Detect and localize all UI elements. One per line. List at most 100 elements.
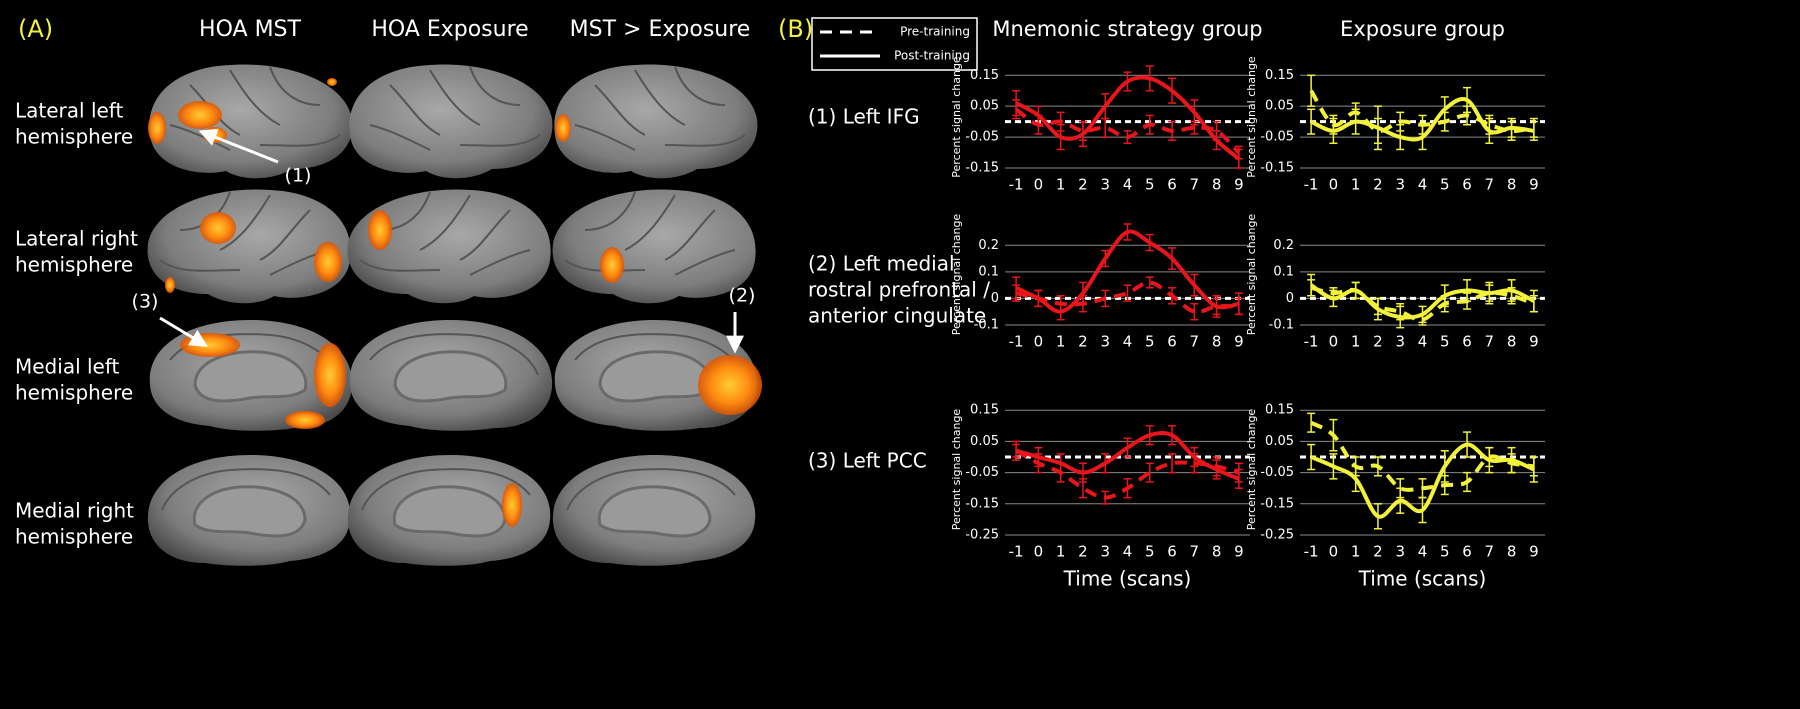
legend-label: Post-training — [894, 49, 970, 63]
panel-label: (B) — [778, 15, 813, 43]
y-tick-label: 0 — [1286, 291, 1294, 306]
x-tick-label: 9 — [1234, 176, 1244, 194]
y-tick-label: -0.15 — [1260, 496, 1294, 511]
x-tick-label: 8 — [1507, 176, 1517, 194]
chart: Percent signal change Time (scans) 0.15 0.0… — [950, 403, 1250, 591]
x-tick-label: 9 — [1529, 176, 1539, 194]
y-tick-label: -0.05 — [965, 130, 999, 145]
error-bar — [1145, 462, 1154, 483]
y-axis-label: Percent signal change — [1245, 56, 1258, 178]
row-label: Lateral right — [15, 227, 138, 251]
row-label: hemisphere — [15, 253, 133, 277]
x-tick-label: 0 — [1329, 543, 1339, 561]
region-label: (3) Left PCC — [808, 449, 927, 473]
x-tick-label: 0 — [1034, 543, 1044, 561]
x-tick-label: 2 — [1078, 333, 1088, 351]
y-tick-label: -0.25 — [1260, 528, 1294, 543]
x-tick-label: 7 — [1485, 333, 1495, 351]
activation — [600, 247, 624, 283]
x-tick-label: 6 — [1167, 333, 1177, 351]
series-line — [1015, 229, 1240, 314]
x-tick-label: 4 — [1418, 543, 1428, 561]
series-line — [1014, 107, 1241, 154]
brain — [348, 63, 554, 180]
activation — [165, 277, 175, 293]
y-axis-label: Percent signal change — [1245, 214, 1258, 336]
y-tick-label: 0.2 — [978, 238, 999, 253]
x-tick-label: -1 — [1304, 176, 1319, 194]
y-tick-label: 0.1 — [1273, 264, 1294, 279]
y-tick-label: 0.05 — [1265, 434, 1294, 449]
y-tick-label: 0 — [991, 291, 999, 306]
x-tick-label: 3 — [1100, 176, 1110, 194]
activations — [148, 78, 762, 527]
x-tick-label: 1 — [1056, 543, 1066, 561]
x-tick-label: 3 — [1395, 176, 1405, 194]
row-label: Medial left — [15, 355, 120, 379]
x-tick-label: 2 — [1078, 176, 1088, 194]
y-axis-label: Percent signal change — [950, 56, 963, 178]
annotation: (1) — [285, 165, 312, 187]
brain — [553, 63, 759, 180]
panel-label: (A) — [18, 15, 53, 43]
x-tick-label: 8 — [1212, 176, 1222, 194]
region-label: rostral prefrontal / — [808, 278, 990, 302]
region-label: anterior cingulate — [808, 304, 986, 328]
x-tick-label: 8 — [1212, 543, 1222, 561]
x-tick-label: 1 — [1351, 543, 1361, 561]
x-tick-label: 0 — [1034, 176, 1044, 194]
y-tick-label: 0.05 — [970, 434, 999, 449]
brain — [551, 453, 757, 568]
y-tick-label: 0.15 — [1265, 403, 1294, 418]
x-axis-label: Time (scans) — [1358, 567, 1487, 591]
x-tick-label: 4 — [1123, 176, 1133, 194]
y-axis-label: Percent signal change — [950, 214, 963, 336]
error-bar — [1168, 453, 1177, 474]
y-tick-label: -0.1 — [974, 318, 999, 333]
row-label: Medial right — [15, 499, 134, 523]
y-tick-label: -0.15 — [1260, 161, 1294, 176]
x-tick-label: 9 — [1529, 543, 1539, 561]
x-tick-label: -1 — [1009, 333, 1024, 351]
y-tick-label: -0.15 — [965, 161, 999, 176]
series-line — [1015, 431, 1240, 481]
activation — [314, 343, 346, 407]
activation — [502, 483, 522, 527]
x-tick-label: 6 — [1167, 176, 1177, 194]
x-tick-label: 4 — [1418, 333, 1428, 351]
series-line — [1015, 449, 1240, 500]
series-line — [1015, 75, 1241, 161]
activation — [555, 114, 571, 142]
column-title: MST > Exposure — [570, 17, 751, 42]
legend-label: Pre-training — [900, 25, 970, 39]
x-tick-label: 1 — [1351, 176, 1361, 194]
y-axis-label: Percent signal change — [950, 409, 963, 531]
x-tick-label: 2 — [1373, 176, 1383, 194]
y-tick-label: -0.05 — [965, 465, 999, 480]
region-label: (1) Left IFG — [808, 105, 920, 129]
row-label: hemisphere — [15, 525, 133, 549]
y-tick-label: 0.05 — [970, 99, 999, 114]
x-tick-label: 3 — [1395, 333, 1405, 351]
chart: Exposure group Percent signal change 0.15 0… — [1245, 17, 1545, 194]
x-tick-label: 6 — [1462, 333, 1472, 351]
x-tick-label: 5 — [1145, 543, 1155, 561]
row-label: hemisphere — [15, 125, 133, 149]
arrow — [198, 128, 279, 164]
legend-box — [811, 17, 978, 71]
y-tick-label: -0.15 — [965, 496, 999, 511]
x-tick-label: 0 — [1329, 176, 1339, 194]
activation — [327, 78, 337, 86]
x-tick-label: -1 — [1304, 333, 1319, 351]
x-tick-label: 8 — [1212, 333, 1222, 351]
arrow — [159, 316, 209, 347]
x-tick-label: 1 — [1056, 333, 1066, 351]
x-tick-label: 2 — [1078, 543, 1088, 561]
y-tick-label: 0.15 — [970, 68, 999, 83]
x-axis-label: Time (scans) — [1063, 567, 1192, 591]
series-line — [1310, 283, 1535, 320]
x-tick-label: 2 — [1373, 543, 1383, 561]
x-tick-label: 4 — [1123, 333, 1133, 351]
activation — [698, 355, 762, 415]
